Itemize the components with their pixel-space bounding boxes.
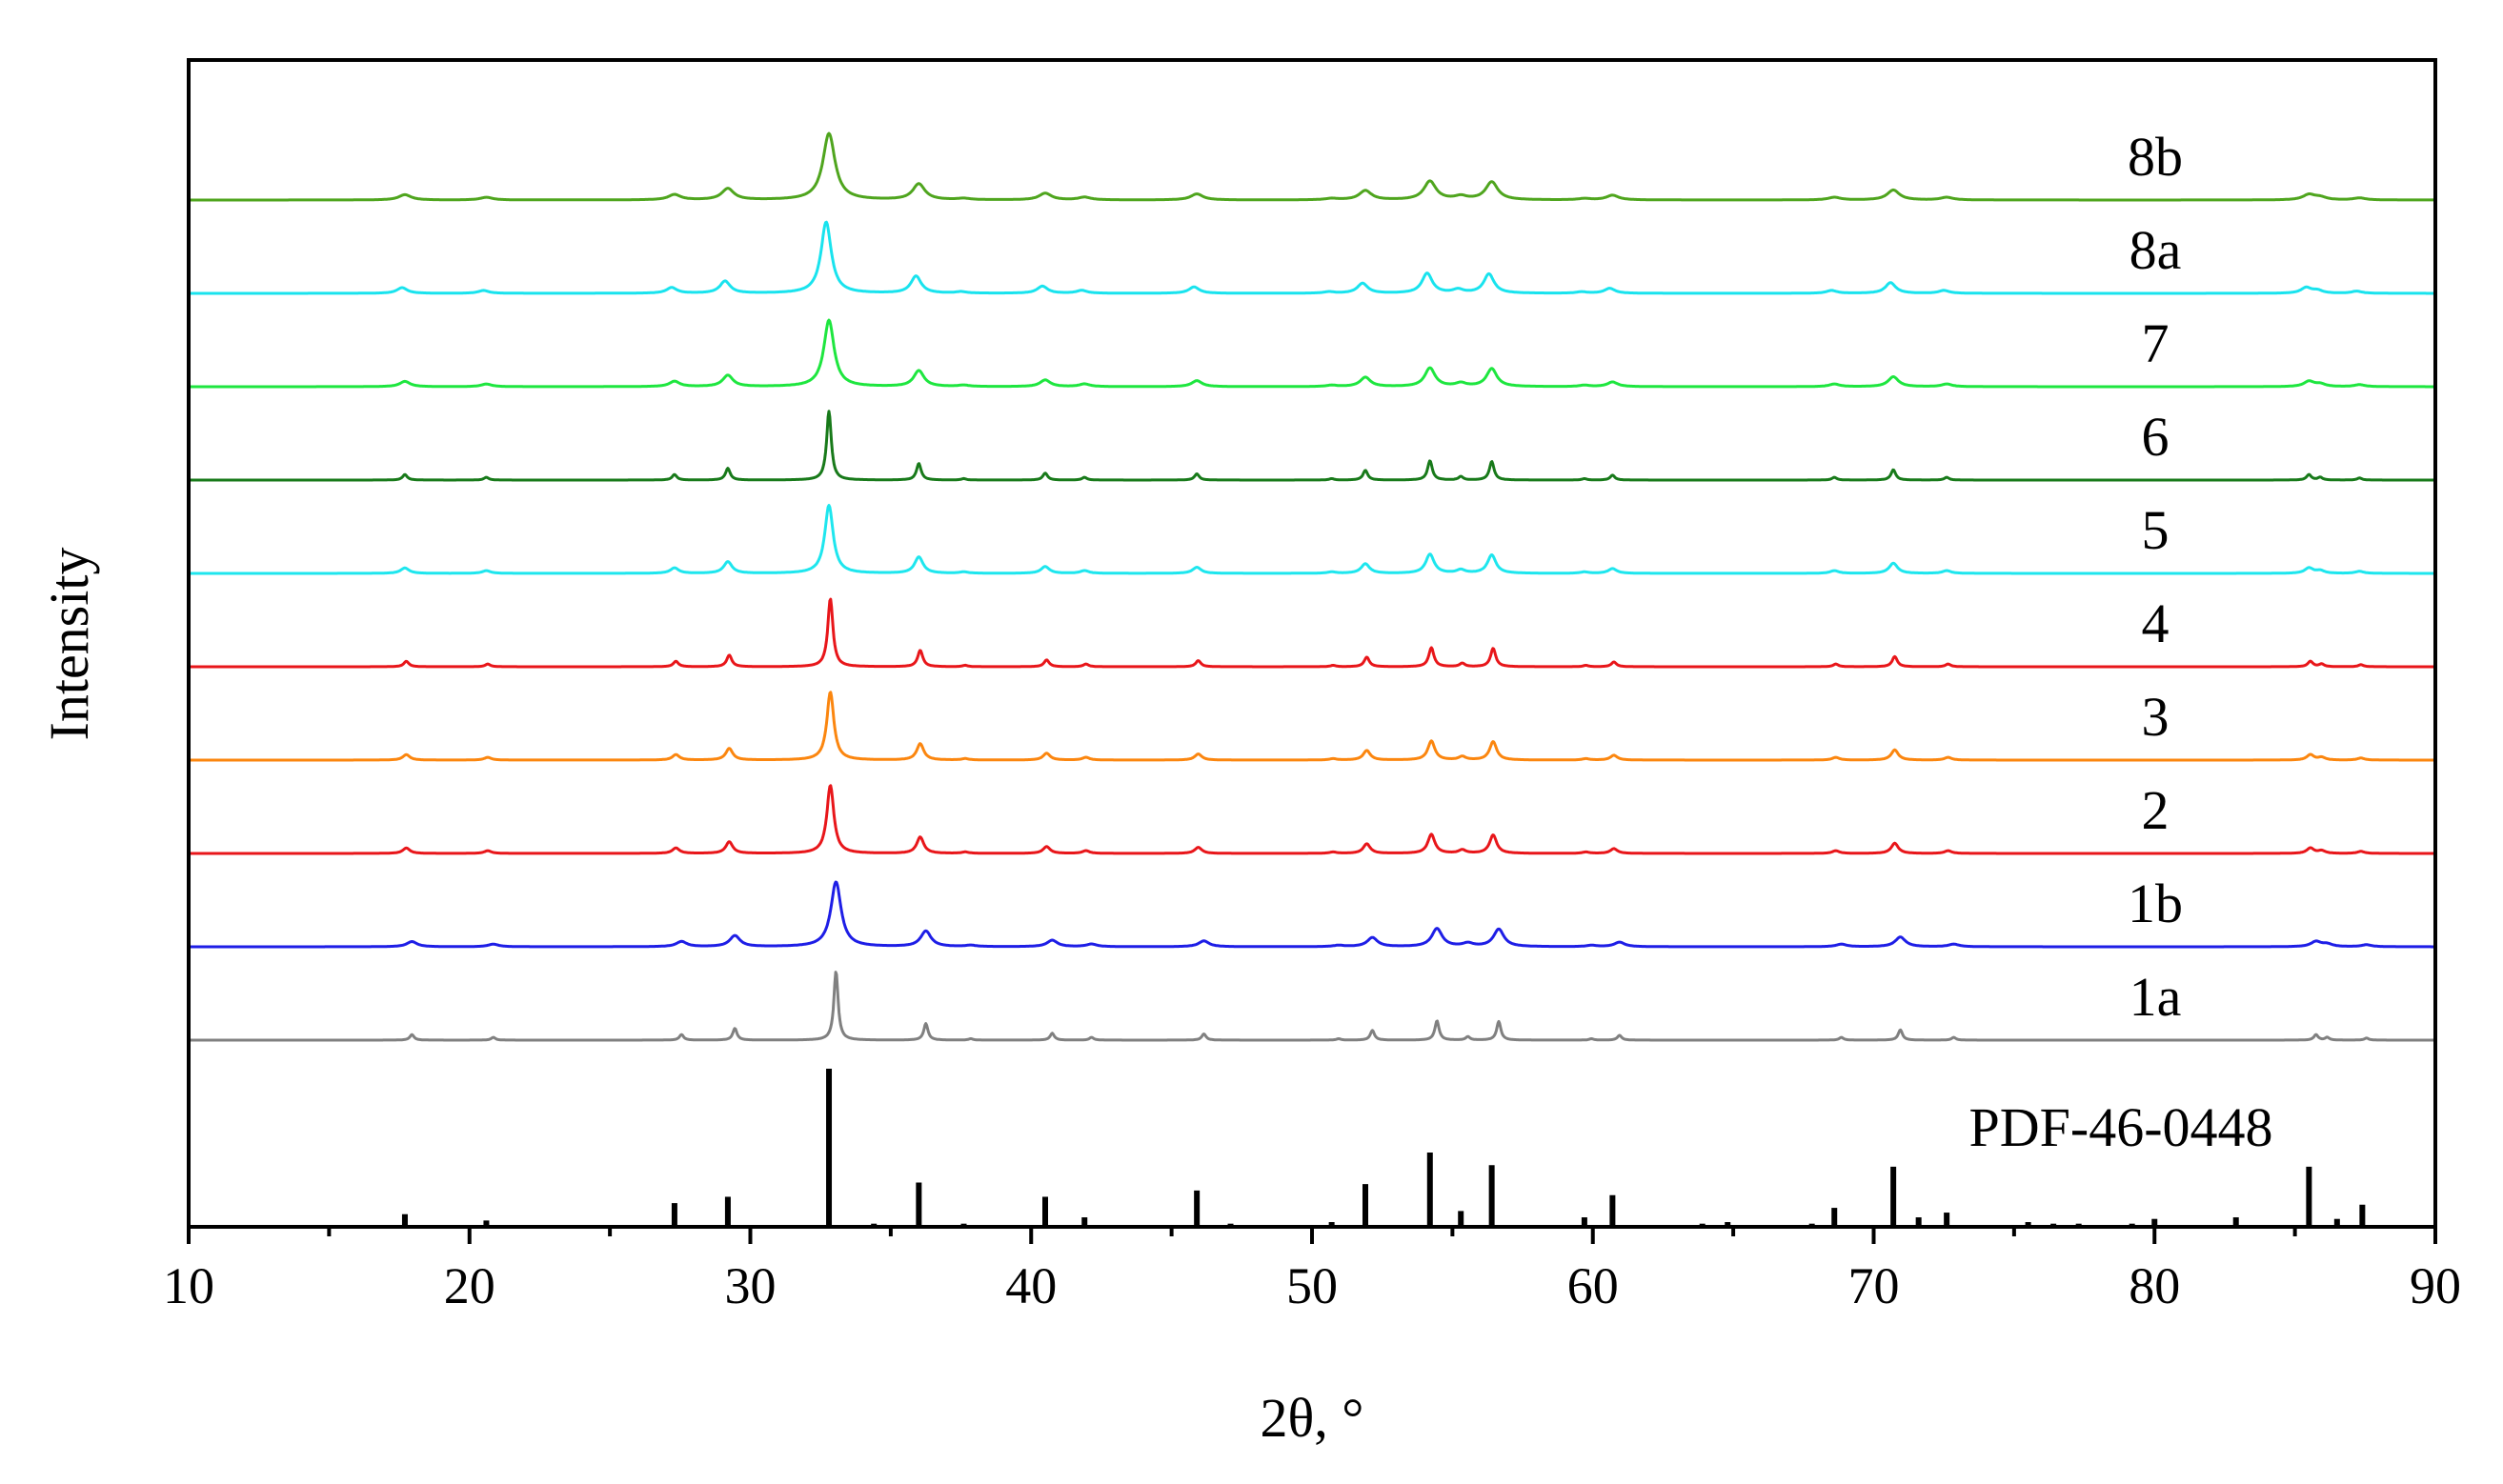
x-tick-label-20: 20: [444, 1257, 495, 1314]
x-tick-label-80: 80: [2129, 1257, 2180, 1314]
series-label-7: 7: [2142, 312, 2170, 374]
series-label-6: 6: [2142, 406, 2170, 468]
trace-2: [188, 784, 2435, 855]
series-label-8a: 8a: [2130, 219, 2182, 281]
reference-label: PDF-46-0448: [1968, 1096, 2272, 1158]
series-label-3: 3: [2142, 686, 2170, 748]
x-tick-label-40: 40: [1005, 1257, 1057, 1314]
traces-group: [188, 131, 2435, 1042]
reference-pattern: PDF-46-0448: [401, 1069, 2366, 1227]
series-label-1a: 1a: [2130, 966, 2182, 1028]
x-tick-label-90: 90: [2410, 1257, 2461, 1314]
x-tick-label-50: 50: [1286, 1257, 1338, 1314]
trace-7: [188, 318, 2435, 389]
x-tick-label-10: 10: [163, 1257, 214, 1314]
series-label-1b: 1b: [2128, 872, 2183, 934]
plot-frame: [187, 58, 2437, 1229]
trace-4: [188, 597, 2435, 669]
trace-1a: [188, 971, 2435, 1042]
trace-6: [188, 410, 2435, 482]
series-label-4: 4: [2142, 592, 2170, 654]
trace-5: [188, 504, 2435, 575]
x-axis: 10 20 30 40 50 60 70 80 90: [163, 1227, 2461, 1314]
series-label-5: 5: [2142, 499, 2170, 561]
series-label-8b: 8b: [2128, 126, 2183, 188]
x-tick-label-70: 70: [1848, 1257, 1900, 1314]
trace-8b: [188, 131, 2435, 202]
trace-8a: [188, 220, 2435, 295]
x-tick-label-60: 60: [1567, 1257, 1619, 1314]
x-axis-title: 2θ, °: [1261, 1387, 1364, 1449]
series-labels: 8b 8a 7 6 5 4 3 2 1b 1a: [2128, 126, 2183, 1028]
series-label-2: 2: [2142, 779, 2170, 841]
y-axis-title: Intensity: [38, 548, 100, 741]
trace-1b: [188, 880, 2435, 949]
trace-3: [188, 691, 2435, 762]
x-tick-label-30: 30: [725, 1257, 777, 1314]
